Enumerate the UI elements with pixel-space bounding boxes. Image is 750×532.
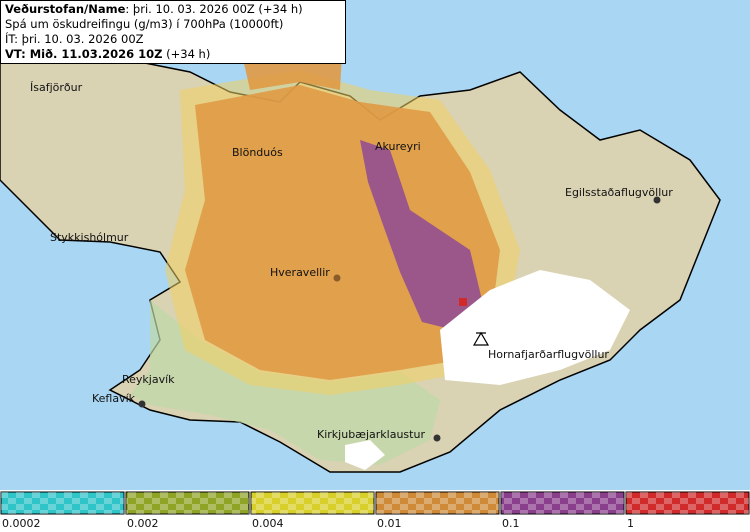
header-box: Veðurstofan/Name: þri. 10. 03. 2026 00Z …	[0, 0, 346, 64]
glacier-south	[345, 440, 385, 470]
eruption-site	[459, 298, 467, 306]
header-valid: VT: Mið. 11.03.2026 10Z	[5, 47, 163, 61]
place-label: Blönduós	[232, 146, 283, 159]
legend-bg	[0, 490, 750, 516]
place-label: Akureyri	[375, 140, 421, 153]
header-lead: (+34 h)	[162, 47, 211, 61]
place-label: Stykkishólmur	[50, 231, 129, 244]
legend-label: 0.0002	[2, 517, 41, 530]
legend-checker	[251, 492, 374, 514]
glacier	[440, 270, 630, 385]
place-label: Kirkjubæjarklaustur	[317, 428, 425, 441]
place-label: Ísafjörður	[30, 81, 83, 94]
legend-checker	[501, 492, 624, 514]
legend-checker	[126, 492, 249, 514]
place-label: Keflavík	[92, 392, 136, 405]
place-marker	[333, 274, 341, 282]
header-line: ÍT: þri. 10. 03. 2026 00Z	[5, 32, 144, 46]
place-marker	[433, 434, 441, 442]
legend-checker	[626, 492, 749, 514]
place-marker	[653, 196, 661, 204]
legend-label: 0.01	[377, 517, 402, 530]
legend-label: 0.1	[502, 517, 520, 530]
place-label: Hveravellir	[270, 266, 330, 279]
legend-label: 0.002	[127, 517, 159, 530]
place-marker	[138, 400, 146, 408]
place-label: Reykjavík	[122, 373, 175, 386]
place-label: Egilsstaðaflugvöllur	[565, 186, 673, 199]
legend-label: 1	[627, 517, 634, 530]
header-line: Veðurstofan/Name: þri. 10. 03. 2026 00Z …	[5, 2, 341, 17]
header-name: Veðurstofan/Name	[5, 2, 126, 16]
volcano-marker	[472, 331, 490, 346]
header-time: : þri. 10. 03. 2026 00Z (+34 h)	[125, 2, 303, 16]
legend-checker	[1, 492, 124, 514]
header-line: VT: Mið. 11.03.2026 10Z (+34 h)	[5, 47, 341, 62]
header-line: Spá um öskudreifingu (g/m3) í 700hPa (10…	[5, 17, 284, 31]
place-label: Hornafjarðarflugvöllur	[488, 348, 609, 361]
legend-checker	[376, 492, 499, 514]
legend-label: 0.004	[252, 517, 284, 530]
ash-plume-core	[360, 140, 482, 332]
